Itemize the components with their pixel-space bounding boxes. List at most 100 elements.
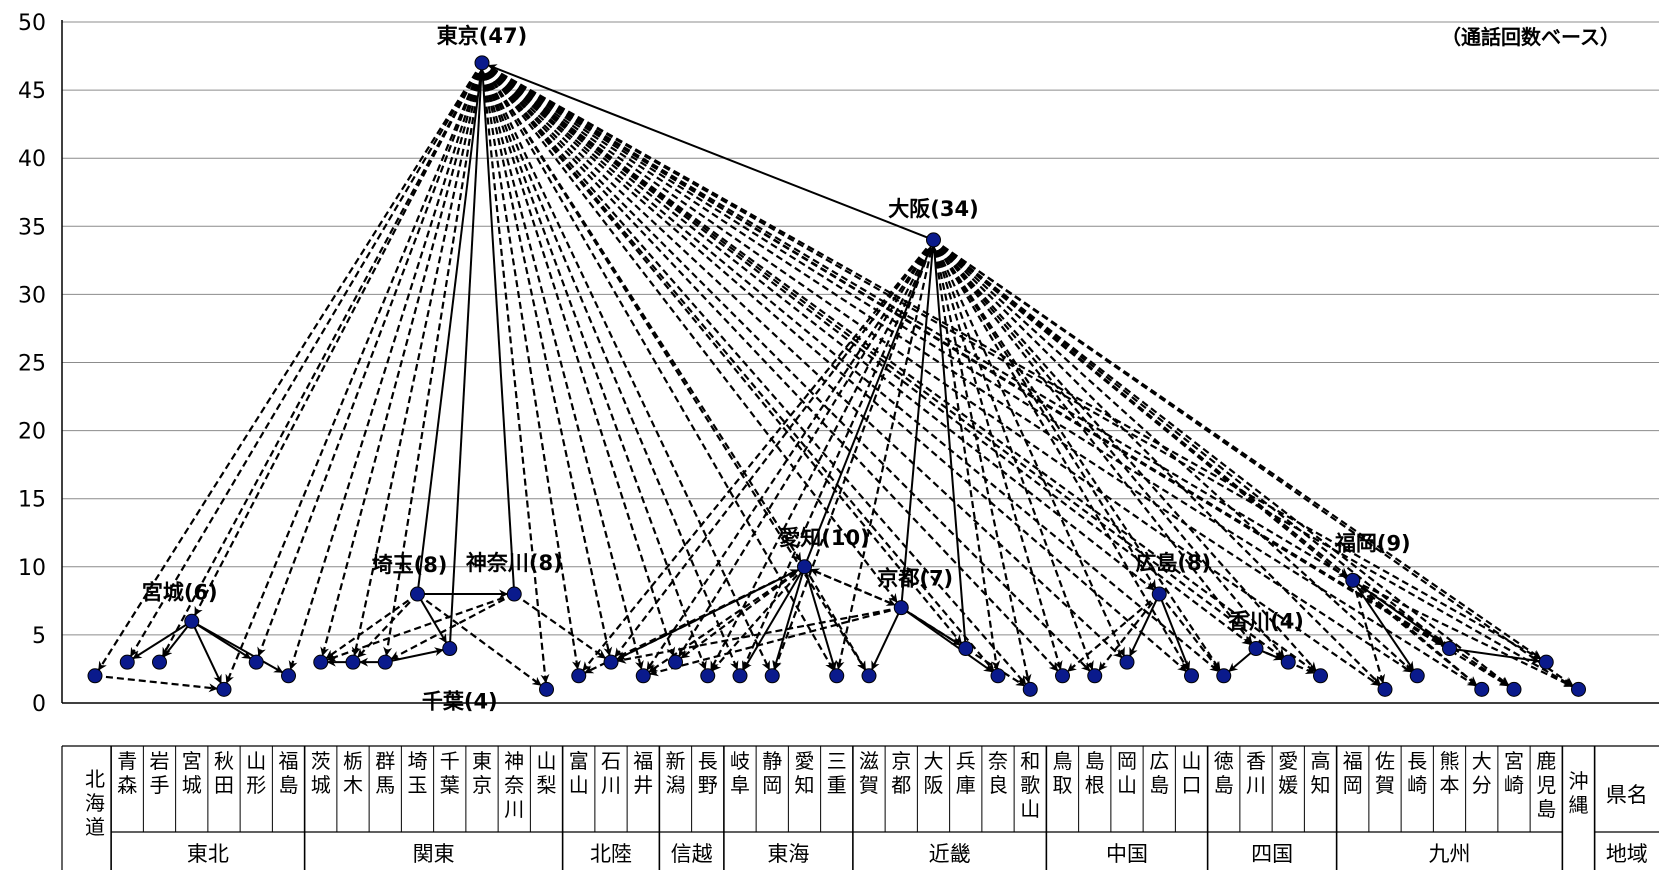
link-dashed <box>481 61 1155 591</box>
pref-label-char: 岩 <box>150 749 170 773</box>
link-dashed <box>480 62 613 657</box>
y-tick-label: 10 <box>18 556 46 581</box>
link-dashed <box>932 239 1032 684</box>
link-dashed <box>932 239 1189 671</box>
pref-label-char: 城 <box>182 773 202 797</box>
link-dashed <box>803 566 867 671</box>
pref-label-char: 東 <box>472 749 492 773</box>
pref-label-char: 奈 <box>504 773 524 797</box>
point-28 <box>990 668 1006 684</box>
annotation-8: 広島(8) <box>1135 551 1211 575</box>
pref-label-char: 沖 <box>1569 769 1589 793</box>
point-9 <box>377 654 393 670</box>
pref-label-char: 三 <box>827 749 847 773</box>
pref-label-char: 佐 <box>1375 749 1395 773</box>
pref-label-char: 広 <box>1149 749 1169 773</box>
link-dashed <box>357 593 419 658</box>
pref-label-char: 縄 <box>1569 793 1589 817</box>
link-dashed <box>480 62 644 670</box>
link-dashed <box>481 62 963 644</box>
link-dashed <box>257 62 484 657</box>
pref-label-char: 宮 <box>182 749 202 773</box>
link-dashed <box>932 239 1574 687</box>
link-dashed <box>810 568 902 609</box>
link-dashed <box>481 61 1252 646</box>
point-41 <box>1409 668 1425 684</box>
point-19 <box>700 668 716 684</box>
point-40 <box>1377 681 1393 697</box>
pref-label-char: 潟 <box>666 773 686 797</box>
y-tick-label: 20 <box>18 420 46 445</box>
link-dashed <box>932 239 1063 670</box>
link-dashed <box>1067 593 1160 673</box>
pref-label-char: 梨 <box>537 773 557 797</box>
pref-label-char: 山 <box>569 773 589 797</box>
pref-label-char: 奈 <box>988 749 1008 773</box>
link-solid <box>871 607 903 671</box>
point-34 <box>1184 668 1199 684</box>
pref-label-char: 秋 <box>214 749 234 773</box>
point-4 <box>216 681 232 697</box>
link-solid <box>803 566 837 670</box>
pref-label-char: 森 <box>117 773 137 797</box>
link-dashed <box>481 62 1091 672</box>
pref-label-char: 知 <box>1311 773 1331 797</box>
point-22 <box>797 559 812 575</box>
pref-label-char: 歌 <box>1020 773 1040 797</box>
pref-label-char: 島 <box>1149 773 1169 797</box>
link-dashed <box>390 593 515 660</box>
point-31 <box>1087 668 1103 684</box>
pref-label-char: 城 <box>311 773 331 797</box>
link-dashed <box>932 239 1253 644</box>
pref-label-char: 兵 <box>956 749 976 773</box>
region-label: 関東 <box>413 842 455 866</box>
annotation-0: 東京(47) <box>437 24 527 48</box>
link-dashed <box>709 239 935 671</box>
link-dashed <box>481 62 1123 659</box>
link-dashed <box>416 593 542 687</box>
link-dashed <box>480 62 707 671</box>
pref-label-char: 良 <box>988 773 1008 797</box>
link-dashed <box>481 62 1187 673</box>
link-dashed <box>481 61 1574 687</box>
link-dashed <box>1352 579 1509 687</box>
pref-label-char: 青 <box>117 749 137 773</box>
point-35 <box>1216 668 1232 684</box>
point-0 <box>87 668 103 684</box>
y-tick-label: 25 <box>18 352 46 377</box>
y-tick-label: 5 <box>32 624 46 649</box>
link-solid <box>1351 579 1415 671</box>
point-5 <box>248 654 264 670</box>
link-dashed <box>94 674 218 693</box>
link-solid <box>190 620 222 684</box>
pref-label-char: 手 <box>150 773 170 797</box>
link-dashed <box>614 239 935 658</box>
link-dashed <box>481 62 771 671</box>
link-dashed <box>932 239 1285 658</box>
data-points <box>87 55 1586 697</box>
pref-label-char: 本 <box>1440 773 1460 797</box>
annotation-3: 埼玉(8) <box>372 553 448 577</box>
pref-label-char: 口 <box>1182 773 1202 797</box>
link-dashed <box>481 62 898 603</box>
point-3 <box>184 613 200 629</box>
pref-label-char: 静 <box>762 749 782 773</box>
y-tick-label: 40 <box>18 147 46 172</box>
pref-label-char: 山 <box>1020 797 1040 821</box>
annotation-4: 神奈川(8) <box>466 551 563 575</box>
pref-label-char: 滋 <box>859 749 879 773</box>
region-label: 中国 <box>1106 842 1148 866</box>
link-dashed <box>351 62 484 657</box>
link-dashed <box>932 239 1478 686</box>
pref-label-char: 山 <box>1182 749 1202 773</box>
point-33 <box>1151 586 1167 602</box>
point-25 <box>893 600 909 616</box>
pref-label-char: 京 <box>891 749 911 773</box>
link-dashed <box>481 61 1316 673</box>
point-38 <box>1313 668 1328 684</box>
link-solid <box>163 620 193 658</box>
pref-label-char: 石 <box>601 749 621 773</box>
y-tick-label: 15 <box>18 488 46 513</box>
point-16 <box>603 654 619 670</box>
link-dashed <box>161 62 483 657</box>
